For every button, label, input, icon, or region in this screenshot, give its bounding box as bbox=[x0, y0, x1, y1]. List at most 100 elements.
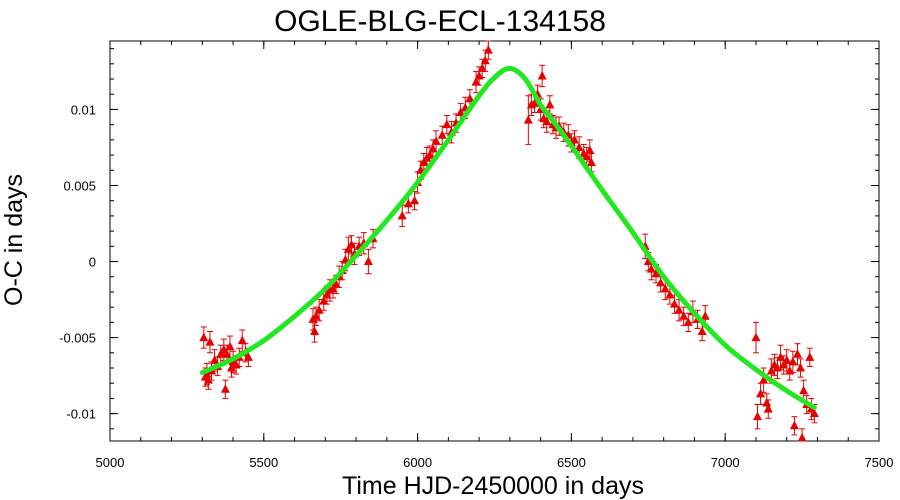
data-point bbox=[799, 385, 809, 395]
data-point bbox=[785, 366, 795, 375]
data-point bbox=[428, 143, 438, 153]
data-point bbox=[585, 145, 595, 155]
data-point bbox=[203, 375, 213, 384]
x-tick-label: 7500 bbox=[865, 455, 894, 470]
x-tick-label: 6500 bbox=[557, 455, 586, 470]
data-point bbox=[779, 359, 789, 369]
y-tick-label: 0.005 bbox=[63, 178, 96, 193]
data-point bbox=[431, 136, 441, 145]
data-point bbox=[363, 256, 373, 266]
data-point bbox=[809, 408, 819, 418]
data-point bbox=[437, 130, 447, 139]
data-point bbox=[483, 45, 493, 54]
data-point bbox=[665, 289, 675, 299]
data-point bbox=[523, 115, 533, 124]
data-point bbox=[237, 335, 247, 345]
data-point bbox=[216, 349, 226, 358]
data-point bbox=[569, 134, 579, 144]
data-point bbox=[310, 326, 320, 335]
data-point bbox=[656, 277, 666, 287]
data-point bbox=[243, 352, 253, 361]
y-tick-label: 0.01 bbox=[71, 102, 96, 117]
data-point bbox=[225, 341, 235, 351]
data-point bbox=[683, 317, 693, 326]
error-bars bbox=[200, 40, 818, 442]
data-point bbox=[759, 375, 769, 384]
data-point bbox=[227, 362, 237, 372]
data-point bbox=[763, 404, 773, 413]
data-point bbox=[471, 77, 481, 86]
data-point bbox=[542, 116, 552, 126]
data-point bbox=[220, 384, 230, 393]
data-point bbox=[660, 283, 670, 293]
data-point bbox=[772, 362, 782, 372]
x-axis-label: Time HJD-2450000 in days bbox=[342, 472, 644, 500]
data-point bbox=[480, 55, 490, 65]
data-point bbox=[311, 311, 321, 320]
data-point bbox=[419, 157, 429, 167]
data-point bbox=[796, 362, 806, 372]
data-point bbox=[789, 420, 799, 430]
data-point bbox=[465, 93, 475, 103]
x-tick-label: 6000 bbox=[403, 455, 432, 470]
data-point bbox=[788, 356, 798, 366]
y-axis: -0.01 -0.005 0 0.005 0.01 bbox=[59, 48, 879, 430]
data-point bbox=[331, 279, 341, 288]
fit-curve bbox=[199, 65, 817, 410]
data-point bbox=[797, 432, 807, 442]
data-point bbox=[397, 210, 407, 220]
data-point bbox=[756, 388, 766, 398]
data-point bbox=[328, 283, 338, 293]
y-tick-label: -0.005 bbox=[59, 331, 96, 346]
data-point bbox=[456, 107, 466, 116]
data-point bbox=[582, 151, 592, 161]
data-point bbox=[574, 142, 584, 151]
data-point bbox=[210, 355, 220, 364]
data-point bbox=[343, 244, 353, 253]
observations bbox=[199, 45, 819, 442]
data-point bbox=[646, 264, 656, 273]
data-point bbox=[222, 349, 232, 358]
data-point bbox=[792, 349, 802, 358]
data-point bbox=[586, 157, 596, 167]
data-point bbox=[751, 332, 761, 342]
data-point bbox=[776, 352, 786, 361]
data-point bbox=[762, 397, 772, 407]
x-tick-label: 5000 bbox=[96, 455, 125, 470]
x-tick-label: 7000 bbox=[711, 455, 740, 470]
data-point bbox=[537, 70, 547, 80]
data-point bbox=[643, 256, 653, 266]
y-axis-label: O-C in days bbox=[0, 174, 28, 306]
data-point bbox=[314, 305, 324, 314]
data-point bbox=[674, 305, 684, 314]
data-point bbox=[403, 198, 413, 208]
data-point bbox=[425, 150, 435, 159]
data-point bbox=[205, 337, 215, 346]
x-tick-label: 5500 bbox=[249, 455, 278, 470]
data-point bbox=[651, 268, 661, 278]
data-point bbox=[805, 352, 815, 361]
data-point bbox=[782, 355, 792, 364]
data-point bbox=[474, 70, 484, 80]
data-point bbox=[410, 195, 420, 205]
data-point bbox=[319, 296, 329, 305]
data-point bbox=[477, 63, 487, 72]
data-point bbox=[529, 98, 539, 107]
data-point bbox=[231, 359, 241, 369]
data-point bbox=[700, 311, 710, 320]
fit-layer bbox=[199, 65, 817, 410]
data-point bbox=[766, 366, 776, 375]
data-point bbox=[669, 299, 679, 308]
data-point bbox=[322, 289, 332, 299]
y-tick-label: 0 bbox=[89, 255, 96, 270]
data-point bbox=[752, 411, 762, 421]
chart-title: OGLE-BLG-ECL-134158 bbox=[274, 5, 606, 38]
x-axis: 5000 5500 6000 6500 7000 7500 bbox=[96, 41, 894, 470]
data-point bbox=[199, 332, 209, 342]
data-point bbox=[346, 239, 356, 249]
data-point bbox=[545, 99, 555, 109]
data-point bbox=[697, 326, 707, 335]
y-tick-label: -0.01 bbox=[66, 407, 96, 422]
